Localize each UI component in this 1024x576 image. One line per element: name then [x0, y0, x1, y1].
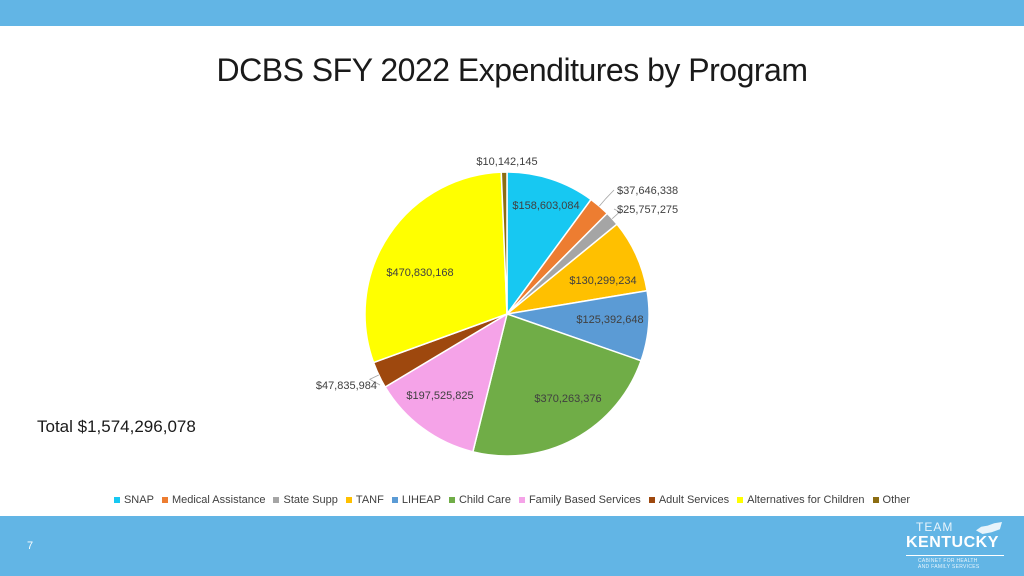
pie-slice-alternatives-for-children	[364, 171, 508, 364]
data-label: $10,142,145	[476, 156, 537, 168]
legend-label: Alternatives for Children	[747, 494, 865, 506]
legend-swatch	[391, 497, 398, 503]
legend-swatch	[161, 497, 168, 503]
legend-swatch	[737, 497, 744, 503]
legend-item: Alternatives for Children	[737, 494, 865, 506]
chart-legend: SNAP Medical Assistance State Supp TANF LIHE…	[0, 494, 1024, 506]
legend-label: Adult Services	[658, 494, 730, 506]
pie-slice-other	[500, 171, 508, 315]
top-band	[0, 0, 1024, 26]
legend-label: Family Based Services	[528, 494, 641, 506]
legend-item: SNAP	[113, 494, 154, 506]
legend-swatch	[872, 497, 879, 503]
kentucky-state-icon	[976, 522, 1002, 534]
legend-swatch	[345, 497, 352, 503]
legend-item: Adult Services	[648, 494, 730, 506]
legend-item: LIHEAP	[391, 494, 441, 506]
legend-label: State Supp	[283, 494, 338, 506]
data-label: $158,603,084	[512, 200, 579, 212]
logo-subtitle-line2: AND FAMILY SERVICES	[918, 564, 980, 570]
page-number: 7	[27, 540, 34, 552]
data-label: $197,525,825	[406, 390, 473, 402]
legend-label: SNAP	[123, 494, 154, 506]
legend-label: TANF	[355, 494, 384, 506]
legend-item: TANF	[345, 494, 384, 506]
legend-swatch	[113, 497, 120, 503]
data-label: $25,757,275	[617, 204, 678, 216]
leader-line	[599, 189, 615, 207]
pie-slice-family-based-services	[384, 312, 509, 453]
logo-subtitle-line1: CABINET FOR HEALTH	[918, 558, 978, 564]
pie-slice-child-care	[471, 313, 643, 457]
data-label: $370,263,376	[534, 393, 601, 405]
data-label: $130,299,234	[569, 275, 636, 287]
bottom-band	[0, 516, 1024, 576]
legend-swatch	[448, 497, 455, 503]
data-label: $47,835,984	[316, 380, 377, 392]
leader-line	[368, 374, 381, 386]
legend-swatch	[518, 497, 525, 503]
leader-line	[611, 208, 621, 219]
legend-item: Other	[872, 494, 911, 506]
legend-swatch	[273, 497, 280, 503]
logo-subtitle: CABINET FOR HEALTH AND FAMILY SERVICES	[918, 558, 980, 570]
legend-label: Other	[882, 494, 911, 506]
legend-label: LIHEAP	[401, 494, 441, 506]
data-label: $37,646,338	[617, 185, 678, 197]
legend-label: Child Care	[458, 494, 511, 506]
legend-item: Child Care	[448, 494, 511, 506]
data-label: $470,830,168	[386, 267, 453, 279]
logo-team-text: TEAM	[916, 520, 954, 534]
total-label: Total $1,574,296,078	[37, 417, 196, 436]
logo-divider	[906, 555, 1004, 556]
pie-slice-snap	[506, 171, 593, 317]
page-title: DCBS SFY 2022 Expenditures by Program	[216, 52, 808, 88]
legend-label: Medical Assistance	[171, 494, 266, 506]
legend-swatch	[648, 497, 655, 503]
team-kentucky-logo: TEAM KENTUCKY CABINET FOR HEALTH AND FAM…	[904, 520, 1008, 572]
legend-item: Medical Assistance	[161, 494, 266, 506]
legend-item: Family Based Services	[518, 494, 641, 506]
logo-state-text: KENTUCKY	[906, 534, 999, 551]
legend-item: State Supp	[273, 494, 338, 506]
data-label: $125,392,648	[576, 314, 643, 326]
